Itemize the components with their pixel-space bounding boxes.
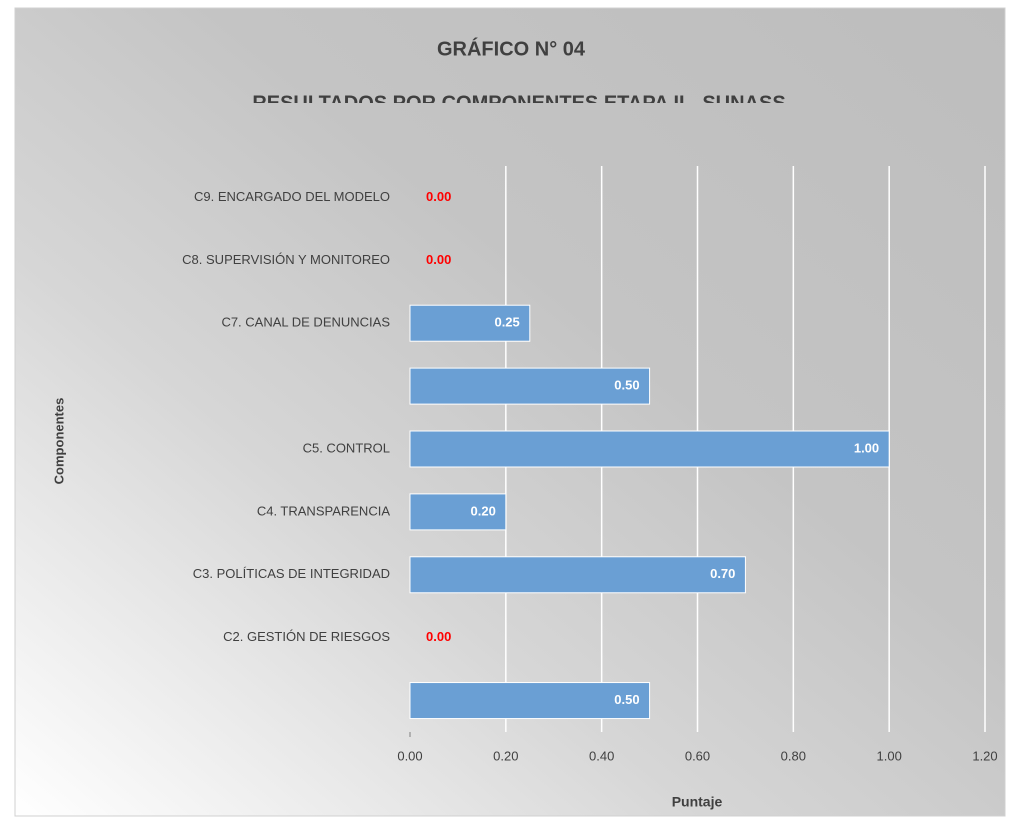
y-axis-label: Componentes xyxy=(51,398,66,485)
data-label: 0.50 xyxy=(614,692,639,707)
chart-title: GRÁFICO N° 04 xyxy=(437,37,586,60)
x-tick-label: 1.00 xyxy=(877,748,902,763)
bar xyxy=(409,367,651,405)
y-tick-label: C3. POLÍTICAS DE INTEGRIDAD xyxy=(193,566,390,581)
y-tick-label: C4. TRANSPARENCIA xyxy=(257,503,390,518)
data-label: 0.70 xyxy=(710,566,735,581)
data-label: 0.50 xyxy=(614,378,639,393)
bar xyxy=(409,304,531,342)
x-tick-label: 0.60 xyxy=(685,748,710,763)
y-tick-label: C2. GESTIÓN DE RIESGOS xyxy=(223,629,390,644)
y-tick-label: C8. SUPERVISIÓN Y MONITOREO xyxy=(182,252,390,267)
data-label: 0.20 xyxy=(471,503,496,518)
x-tick-label: 1.20 xyxy=(972,748,997,763)
chart-subtitle: RESULTADOS POR COMPONENTES ETAPA II - SU… xyxy=(252,92,785,114)
x-tick-label: 0.80 xyxy=(781,748,806,763)
data-label: 0.00 xyxy=(426,629,451,644)
y-tick-label: C5. CONTROL xyxy=(303,440,390,455)
bar xyxy=(409,430,890,468)
chart-area xyxy=(14,7,1006,817)
x-tick-label: 0.40 xyxy=(589,748,614,763)
data-label: 0.25 xyxy=(494,315,519,330)
data-label: 0.00 xyxy=(426,252,451,267)
bar xyxy=(409,493,507,531)
y-tick-label: C7. CANAL DE DENUNCIAS xyxy=(221,315,390,330)
y-tick-label: C9. ENCARGADO DEL MODELO xyxy=(194,189,390,204)
bar xyxy=(409,556,746,594)
x-tick-label: 0.20 xyxy=(493,748,518,763)
x-axis-label: Puntaje xyxy=(672,794,723,810)
data-label: 1.00 xyxy=(854,440,879,455)
x-tick-label: 0.00 xyxy=(397,748,422,763)
bar xyxy=(409,682,651,720)
data-label: 0.00 xyxy=(426,189,451,204)
